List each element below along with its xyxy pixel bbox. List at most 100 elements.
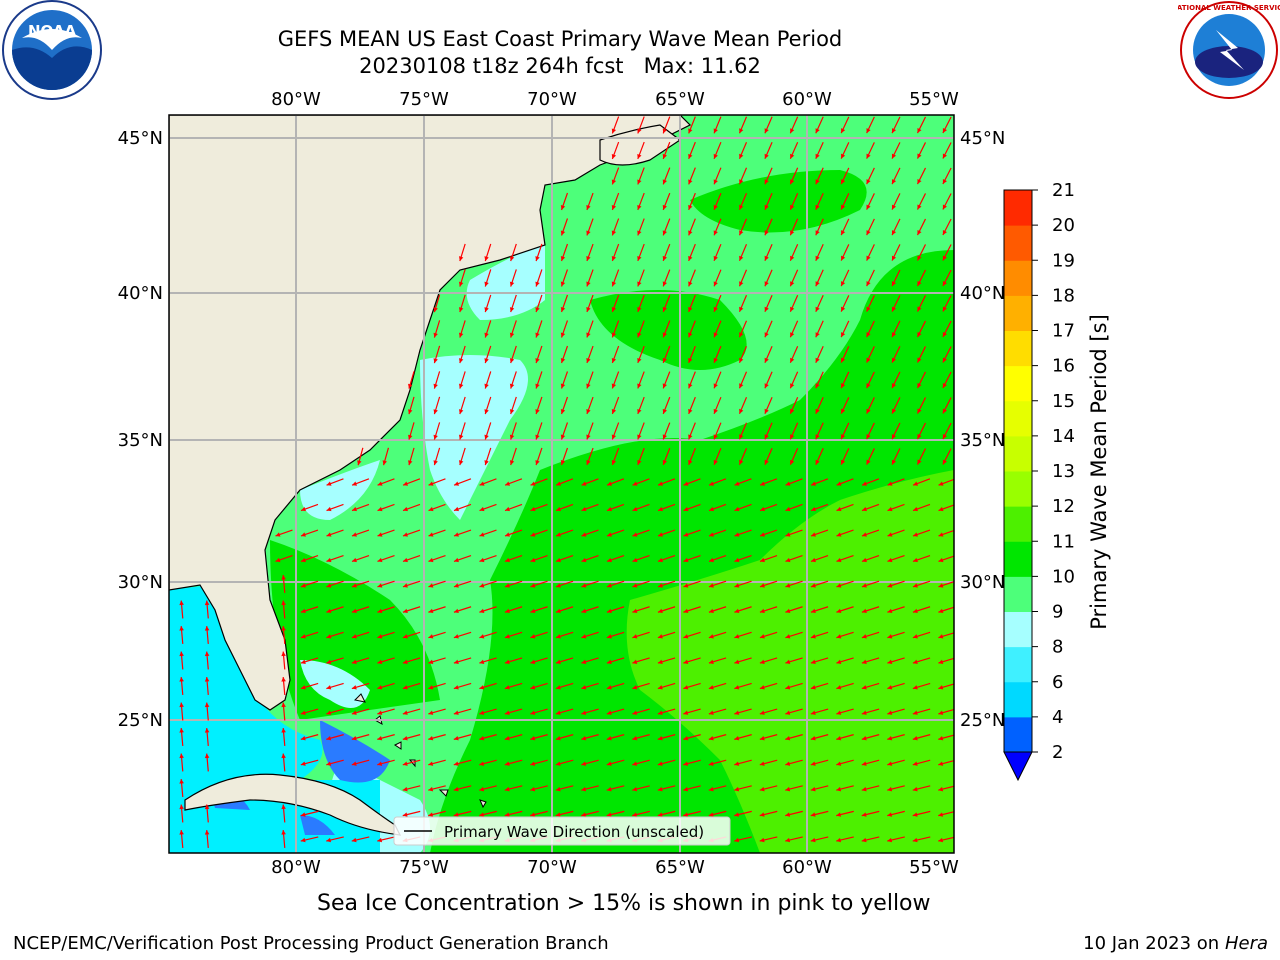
wave-arrow-head xyxy=(938,532,944,537)
wave-arrow-head xyxy=(428,685,434,690)
wave-arrow-head xyxy=(351,659,357,664)
colorbar-segment xyxy=(1004,365,1032,402)
wave-arrow-head xyxy=(479,634,485,639)
wave-arrow-head xyxy=(637,153,642,159)
wave-arrow-head xyxy=(810,583,816,588)
wave-arrow-head xyxy=(709,481,715,486)
wave-arrow-head xyxy=(657,557,663,563)
wave-arrow-head xyxy=(938,736,944,741)
wave-arrow-head xyxy=(662,230,667,236)
wave-arrow-head xyxy=(836,532,842,537)
wave-arrow-head xyxy=(428,506,434,512)
wave-arrow-head xyxy=(555,685,561,690)
wave-arrow-head xyxy=(764,128,769,134)
wave-arrow-head xyxy=(917,230,922,236)
wave-arrow-head xyxy=(402,557,408,563)
wave-arrow-head xyxy=(555,786,561,792)
wave-arrow-head xyxy=(942,153,947,159)
wave-arrow-head xyxy=(179,702,184,708)
wave-arrow-head xyxy=(713,153,718,159)
wave-arrow-head xyxy=(734,481,740,486)
wave-arrow-head xyxy=(555,634,561,639)
wave-arrow-head xyxy=(912,812,918,817)
wave-arrow-head xyxy=(611,204,617,210)
wave-arrow-head xyxy=(484,434,489,440)
wave-arrow-head xyxy=(790,383,795,389)
wave-arrow-head xyxy=(484,383,489,389)
wave-arrow-head xyxy=(764,306,769,312)
wave-arrow-head xyxy=(586,281,591,287)
wave-arrow-head xyxy=(662,179,667,185)
wave-arrow-head xyxy=(657,685,663,690)
wave-arrow-head xyxy=(326,659,332,664)
wave-arrow-head xyxy=(785,557,791,563)
wave-arrow-head xyxy=(734,710,740,715)
wave-arrow-head xyxy=(402,786,408,792)
wave-arrow-head xyxy=(204,626,210,631)
wave-arrow-head xyxy=(841,255,846,261)
wave-arrow-head xyxy=(453,812,459,817)
wave-arrow-head xyxy=(836,710,842,715)
colorbar-segment xyxy=(1004,541,1032,577)
wave-arrow-head xyxy=(917,357,922,363)
wave-arrow-head xyxy=(632,506,638,512)
wave-arrow-head xyxy=(790,434,795,440)
wave-arrow-head xyxy=(841,434,846,440)
wave-arrow-head xyxy=(586,383,591,389)
wave-arrow-head xyxy=(657,736,663,741)
wave-arrow-head xyxy=(607,532,612,537)
colorbar-tick-label: 16 xyxy=(1052,356,1075,377)
wave-arrow-head xyxy=(815,408,820,414)
wave-arrow-head xyxy=(739,153,744,159)
wave-arrow-head xyxy=(530,532,536,537)
wave-arrow-head xyxy=(887,736,893,741)
wave-arrow-head xyxy=(555,812,561,817)
wave-arrow-head xyxy=(891,230,897,236)
wave-arrow-head xyxy=(357,460,362,466)
colorbar-segment xyxy=(1004,681,1032,718)
wave-arrow-head xyxy=(866,332,871,338)
wave-arrow-head xyxy=(759,634,765,639)
wave-arrow-head xyxy=(300,736,306,741)
wave-arrow-head xyxy=(866,357,871,363)
colorbar-tick-label: 10 xyxy=(1052,566,1075,587)
wave-arrow-head xyxy=(866,128,871,134)
wave-arrow-head xyxy=(891,179,897,185)
wave-arrow-head xyxy=(739,332,744,338)
wave-arrow-head xyxy=(836,608,842,614)
wave-arrow-head xyxy=(688,306,693,312)
wave-arrow-head xyxy=(377,532,383,537)
colorbar-segment xyxy=(1004,225,1032,261)
wave-arrow-head xyxy=(204,651,210,657)
wave-arrow-head xyxy=(861,583,867,588)
wave-arrow-head xyxy=(912,685,918,690)
wave-arrow-head xyxy=(530,557,536,563)
lat-label-left: 40°N xyxy=(118,283,163,304)
wave-arrow-head xyxy=(790,230,795,236)
wave-arrow-head xyxy=(326,481,332,486)
lon-label-bottom: 80°W xyxy=(271,857,321,878)
wave-arrow-head xyxy=(458,434,464,440)
wave-arrow-head xyxy=(734,506,740,512)
wave-arrow-head xyxy=(484,307,489,313)
wave-arrow-head xyxy=(408,409,413,415)
wave-arrow-head xyxy=(891,357,897,363)
wave-arrow-head xyxy=(352,481,358,486)
wave-arrow-head xyxy=(581,736,587,741)
colorbar-segment xyxy=(1004,400,1032,437)
wave-arrow-head xyxy=(453,786,459,792)
wave-arrow-head xyxy=(739,357,744,363)
wave-arrow-head xyxy=(453,608,459,614)
wave-arrow-head xyxy=(657,583,663,588)
wave-arrow-head xyxy=(281,830,286,835)
wave-arrow-head xyxy=(377,557,383,563)
wave-arrow-head xyxy=(326,685,332,690)
wave-arrow-head xyxy=(683,481,689,486)
wave-arrow-head xyxy=(810,837,816,843)
wave-arrow-head xyxy=(815,306,820,312)
wave-arrow-head xyxy=(408,383,413,389)
wave-arrow-head xyxy=(179,626,184,631)
wave-arrow-head xyxy=(887,506,893,512)
wave-arrow-head xyxy=(179,728,184,733)
wave-arrow-head xyxy=(300,557,306,563)
